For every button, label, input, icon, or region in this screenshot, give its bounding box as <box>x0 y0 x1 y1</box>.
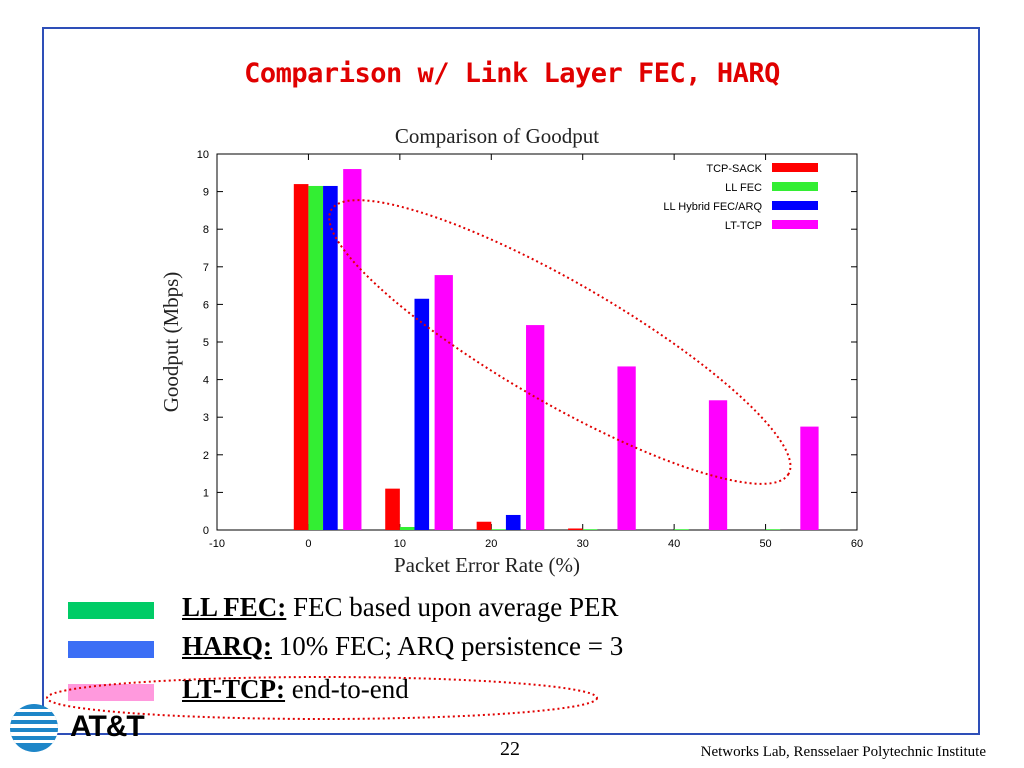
bar-ll-fec <box>674 529 689 530</box>
y-axis-label: Goodput (Mbps) <box>159 272 183 413</box>
y-tick-label: 6 <box>203 299 209 311</box>
y-tick-label: 10 <box>197 149 209 161</box>
legend-desc: end-to-end <box>285 674 409 704</box>
slide-title: Comparison w/ Link Layer FEC, HARQ <box>244 58 780 89</box>
slide-frame <box>42 27 980 735</box>
harq-swatch <box>68 641 154 658</box>
bar-lt-tcp <box>800 426 819 530</box>
legend-desc: FEC based upon average PER <box>286 592 619 622</box>
x-tick-label: 50 <box>759 538 771 550</box>
bar-lt-tcp <box>708 400 728 530</box>
chart-legend-label: LT-TCP <box>725 220 762 232</box>
bar-lt-tcp <box>434 275 453 530</box>
chart-legend-swatch <box>772 182 818 191</box>
bar-ll-hybrid-fec-arq <box>323 185 338 530</box>
y-tick-label: 8 <box>203 224 209 236</box>
page-number: 22 <box>500 738 520 760</box>
legend-term: LL FEC: <box>182 592 287 622</box>
bar-tcp-sack <box>568 528 583 530</box>
y-tick-label: 1 <box>203 487 209 499</box>
bar-ll-fec <box>582 529 598 530</box>
bar-lt-tcp <box>617 366 636 530</box>
bar-tcp-sack <box>476 521 492 530</box>
y-tick-label: 4 <box>203 375 209 387</box>
bar-ll-fec <box>491 529 506 530</box>
x-tick-label: 0 <box>305 538 311 550</box>
chart-legend-label: LL FEC <box>725 182 762 194</box>
att-logo: AT&T <box>8 702 148 754</box>
chart-legend-swatch <box>772 220 818 229</box>
bar-ll-hybrid-fec-arq <box>414 298 430 530</box>
ll-fec-swatch <box>68 602 154 619</box>
chart-legend-label: LL Hybrid FEC/ARQ <box>663 201 762 213</box>
att-logo-text: AT&T <box>70 710 145 743</box>
x-axis-label: Packet Error Rate (%) <box>394 553 580 577</box>
bar-ll-hybrid-fec-arq <box>505 514 521 530</box>
footer-text: Networks Lab, Rensselaer Polytechnic Ins… <box>700 744 986 760</box>
y-tick-label: 9 <box>203 187 209 199</box>
lt-tcp-highlight-ellipse <box>46 676 598 720</box>
bar-ll-fec <box>399 526 415 530</box>
lt-tcp-trend-ellipse <box>328 199 792 485</box>
y-tick-label: 3 <box>203 412 209 424</box>
x-tick-label: 20 <box>485 538 497 550</box>
y-tick-label: 0 <box>203 525 209 537</box>
bar-tcp-sack <box>293 184 309 530</box>
bar-ll-fec <box>308 185 324 530</box>
x-tick-label: 40 <box>668 538 680 550</box>
legend-desc: 10% FEC; ARQ persistence = 3 <box>272 631 624 661</box>
chart-title: Comparison of Goodput <box>395 124 599 148</box>
y-tick-label: 2 <box>203 450 209 462</box>
x-tick-label: 60 <box>851 538 863 550</box>
chart-legend-swatch <box>772 201 818 210</box>
x-tick-label: 10 <box>394 538 406 550</box>
x-tick-label: -10 <box>209 538 225 550</box>
lt-tcp-swatch <box>68 684 154 701</box>
chart-legend-swatch <box>772 163 818 172</box>
x-tick-label: 30 <box>577 538 589 550</box>
bar-tcp-sack <box>385 488 400 530</box>
y-tick-label: 5 <box>203 337 209 349</box>
y-tick-label: 7 <box>203 262 209 274</box>
bar-lt-tcp <box>526 325 545 530</box>
bar-lt-tcp <box>343 169 362 530</box>
att-globe-icon <box>10 704 58 752</box>
chart-legend-label: TCP-SACK <box>706 163 762 175</box>
bar-ll-fec <box>765 529 781 530</box>
legend-term: HARQ: <box>182 631 272 661</box>
